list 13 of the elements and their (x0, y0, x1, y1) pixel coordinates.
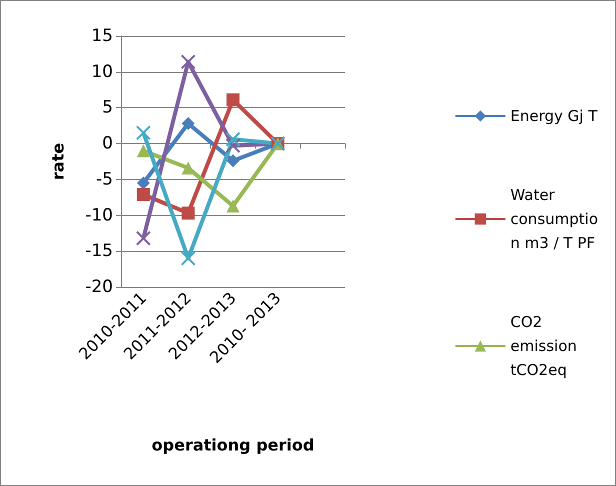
x-axis-title: operationg period (152, 436, 314, 454)
legend-label: CO2 emission tCO2eq (510, 313, 577, 379)
legend-label: Water consumptio n m3 / T PF (510, 186, 598, 252)
y-tick-label: 10 (91, 62, 113, 82)
y-tick-label: 5 (102, 98, 113, 118)
y-axis-title: rate (48, 142, 68, 180)
legend-label: Energy Gj T (510, 107, 598, 125)
y-tick-label: 15 (91, 26, 113, 46)
y-tick-label: -10 (85, 205, 113, 226)
y-tick-label: -5 (96, 169, 113, 190)
y-tick-label: 0 (102, 134, 113, 154)
y-tick-label: -20 (85, 277, 113, 297)
y-tick-label: -15 (85, 241, 113, 262)
